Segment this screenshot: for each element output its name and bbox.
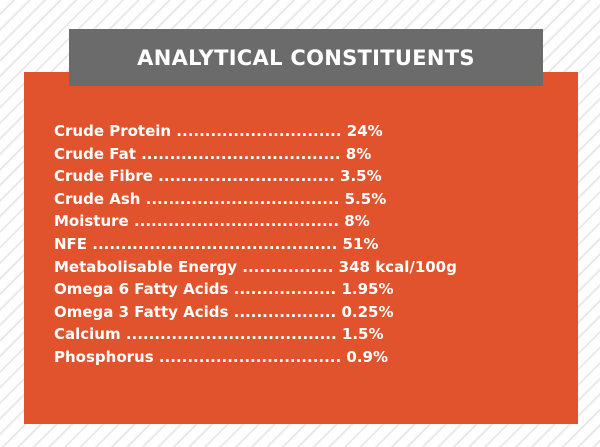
list-item-omega-6: Omega 6 Fatty Acids .................. 1… (54, 280, 394, 299)
list-item-metabolisable-energy: Metabolisable Energy ................ 34… (54, 257, 457, 276)
list-item-crude-fibre: Crude Fibre ............................… (54, 167, 382, 186)
list-item-calcium: Calcium ................................… (54, 325, 384, 344)
list-item-omega-3: Omega 3 Fatty Acids .................. 0… (54, 302, 394, 321)
list-item-crude-ash: Crude Ash ..............................… (54, 189, 387, 208)
page-title: ANALYTICAL CONSTITUENTS (137, 45, 475, 70)
list-item-moisture: Moisture ...............................… (54, 212, 370, 231)
list-item-crude-fat: Crude Fat ..............................… (54, 144, 372, 163)
list-item-nfe: NFE ....................................… (54, 234, 379, 253)
constituents-list: Crude Protein ..........................… (54, 120, 457, 369)
title-banner: ANALYTICAL CONSTITUENTS (69, 29, 543, 86)
list-item-crude-protein: Crude Protein ..........................… (54, 122, 383, 140)
list-item-phosphorus: Phosphorus .............................… (54, 347, 389, 366)
constituents-panel (24, 72, 578, 424)
